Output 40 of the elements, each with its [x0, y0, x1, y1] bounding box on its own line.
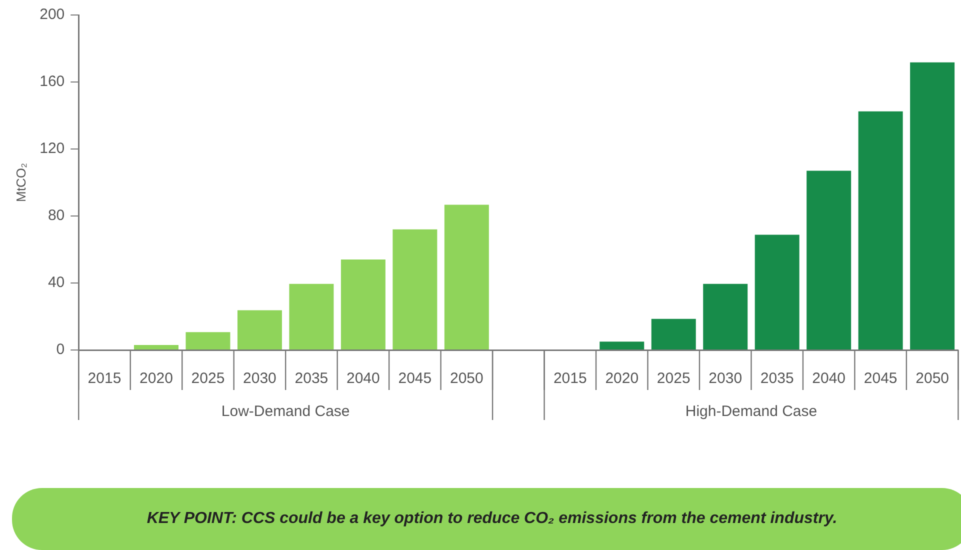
- y-tick-label: 80: [48, 207, 65, 224]
- bar: [754, 234, 800, 350]
- y-tick-label: 0: [56, 341, 65, 358]
- bar: [186, 332, 230, 350]
- x-tick-label: 2040: [812, 370, 846, 388]
- bar: [806, 170, 852, 350]
- x-tick-label: 2050: [916, 370, 950, 388]
- bar: [134, 344, 178, 350]
- x-tick-label: 2035: [760, 370, 794, 388]
- x-tick-label: 2045: [398, 370, 432, 388]
- x-tick-label: 2025: [191, 370, 225, 388]
- bar: [340, 260, 386, 350]
- y-tick-label: 160: [40, 73, 65, 90]
- text: High-Demand Case: [685, 403, 818, 420]
- x-tick-label: 2030: [243, 370, 276, 388]
- bar: [910, 62, 955, 350]
- text: KEY POINT: CCS could be a key option to reduce CO₂ emissions from the cement industry.: [12, 488, 961, 550]
- bar: [289, 284, 334, 350]
- y-tick-label: 40: [48, 274, 65, 292]
- bar: [651, 318, 696, 350]
- x-tick-label: 2030: [708, 370, 742, 388]
- x-tick-label: 2025: [656, 370, 690, 388]
- bar: [237, 310, 282, 350]
- bar: [392, 229, 438, 350]
- y-tick-label: 120: [40, 140, 65, 158]
- x-tick-label: 2050: [450, 370, 484, 388]
- y-tick-label: 200: [40, 6, 65, 24]
- bar: [858, 111, 903, 350]
- y-axis-title: MtCO₂: [13, 163, 28, 202]
- text: Low-Demand Case: [221, 403, 350, 420]
- x-tick-label: 2020: [140, 370, 173, 388]
- x-tick-label: 2035: [294, 370, 328, 388]
- x-tick-label: 2040: [346, 370, 380, 388]
- x-tick-label: 2020: [605, 370, 639, 388]
- bar: [703, 284, 748, 350]
- bar: [600, 342, 644, 350]
- bar: [444, 204, 489, 350]
- x-tick-label: 2015: [88, 370, 122, 388]
- x-tick-label: 2045: [864, 370, 898, 388]
- x-tick-label: 2015: [553, 370, 587, 388]
